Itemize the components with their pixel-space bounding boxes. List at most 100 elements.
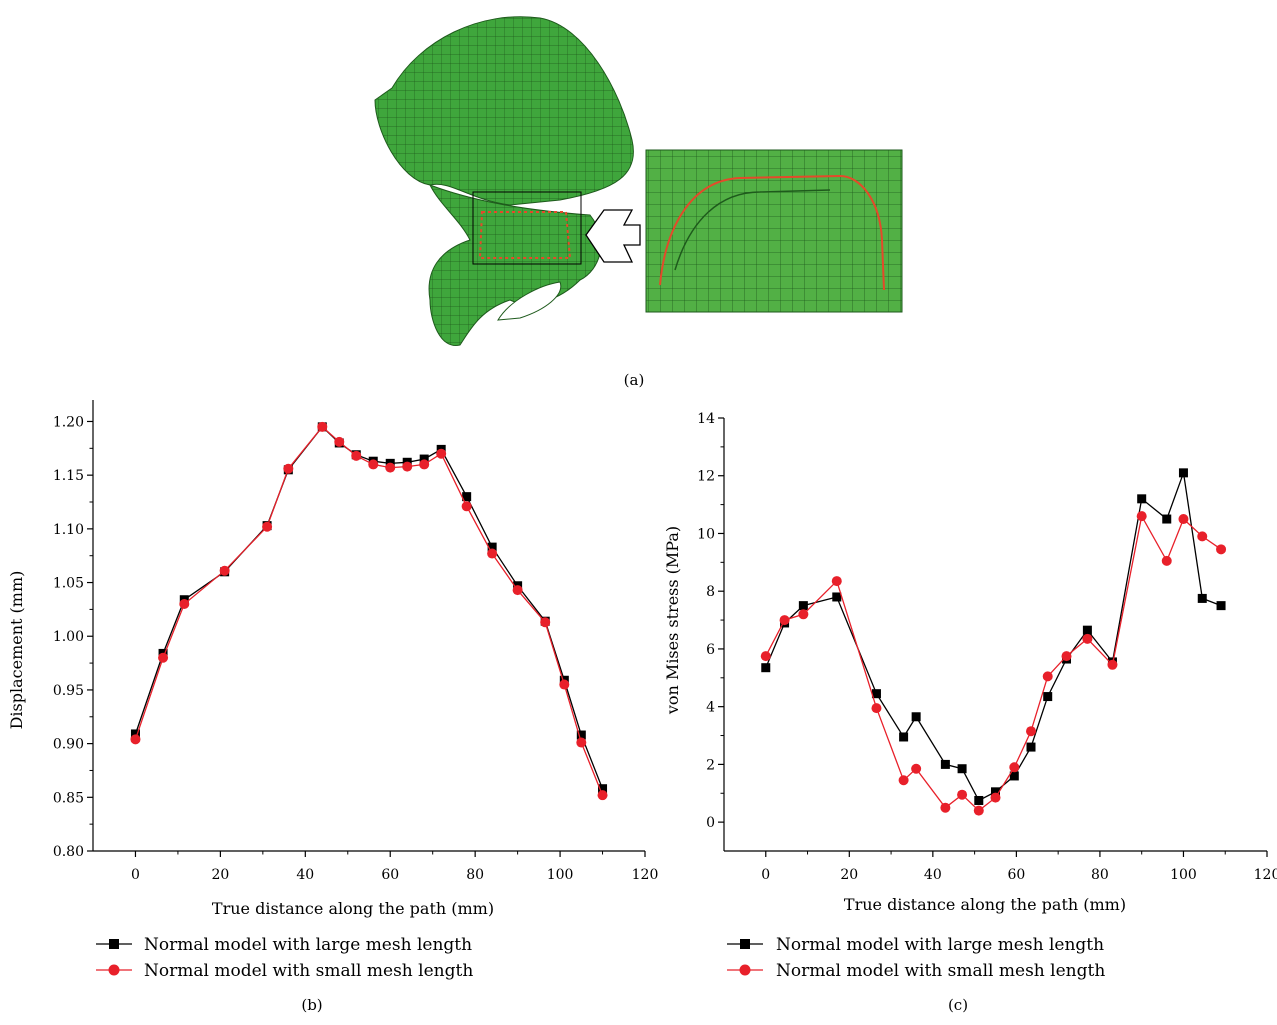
series-line-1 [765,514,1222,812]
data-point [540,617,551,628]
data-point [1009,762,1020,773]
panel-label-c: (c) [948,996,968,1014]
data-point [462,492,472,502]
x-tick-label: 100 [547,867,574,883]
data-point [1136,511,1147,522]
y-tick-label: 1.00 [53,629,84,645]
x-tick-label: 0 [131,867,140,883]
data-point [871,689,881,699]
legend-label-large: Normal model with large mesh length [776,935,1104,955]
y-tick-label: 8 [706,584,715,600]
data-point [317,421,328,432]
y-tick-label: 0.90 [53,737,84,753]
x-tick-label: 40 [924,867,942,883]
data-point [832,592,842,602]
x-axis-label: True distance along the path (mm) [844,895,1126,914]
panel-label-a: (a) [624,371,645,389]
data-point [1026,726,1037,737]
data-point [487,542,497,552]
data-point [130,734,141,745]
legend-marker-small [739,964,751,976]
zoomed-mesh-inset [645,149,903,313]
data-point [419,454,429,464]
x-tick-label: 120 [1254,867,1277,883]
data-point [436,448,447,459]
x-tick-label: 60 [381,867,399,883]
data-point [761,663,771,673]
data-point [991,787,1000,797]
data-point [940,802,951,813]
data-point [1107,659,1118,670]
data-point [262,521,273,532]
data-point [351,450,362,461]
x-tick-label: 0 [761,867,770,883]
y-tick-label: 0.95 [53,683,84,699]
legend: Normal model with large mesh length Norm… [96,935,473,981]
series-line-0 [765,472,1222,802]
data-point [957,764,967,774]
x-tick-label: 60 [1007,867,1025,883]
legend-marker-small [108,964,120,976]
y-tick-label: 1.05 [53,576,84,592]
data-point [1137,494,1147,504]
displacement-chart: 0 20 40 60 80 100 120 0.80 0.85 0.90 0.95 1.00 1.05 1… [7,400,658,1014]
y-tick-label: 14 [697,411,715,427]
y-tick-label: 1.20 [53,414,84,430]
x-tick-label: 20 [211,867,229,883]
y-axis-label: Displacement (mm) [7,571,26,730]
legend-label-small: Normal model with small mesh length [144,961,473,981]
x-tick-label: 20 [840,867,858,883]
data-point [1197,593,1207,603]
y-tick-label: 0 [706,815,715,831]
series-line-1 [134,425,604,796]
data-point [940,759,950,769]
pelvis-mesh-illustration [374,16,634,346]
data-point [779,615,790,626]
panel-label-b: (b) [301,996,322,1014]
y-tick-label: 0.80 [53,844,84,860]
legend-marker-large [740,939,750,949]
data-point [1162,514,1172,524]
legend-label-small: Normal model with small mesh length [776,961,1105,981]
data-point [957,789,968,800]
data-point [911,763,922,774]
data-point [512,585,523,596]
data-point [1061,651,1072,662]
data-point [871,703,882,714]
data-point [974,795,984,805]
data-point [760,651,771,662]
x-tick-label: 40 [296,867,314,883]
x-tick-label: 80 [1091,867,1109,883]
data-point [283,463,294,474]
data-point [219,565,230,576]
data-point [576,730,586,740]
data-point [1042,671,1053,682]
y-tick-label: 0.85 [53,790,84,806]
data-point [597,790,608,801]
data-point [130,729,140,739]
data-point [559,679,570,690]
y-tick-label: 1.10 [53,522,84,538]
data-point [402,461,413,472]
y-tick-label: 1.15 [53,468,84,484]
data-point [1082,625,1092,635]
data-point [1082,633,1093,644]
data-point [1009,771,1019,781]
data-point [1216,544,1227,555]
data-point [1178,514,1189,525]
legend-marker-large [109,939,119,949]
data-point [1178,468,1188,478]
data-point [831,576,842,587]
data-point [898,775,909,786]
data-point [598,784,608,794]
y-tick-label: 12 [697,469,715,485]
legend: Normal model with large mesh length Norm… [727,935,1105,981]
data-point [385,462,396,473]
data-point [487,548,498,559]
data-point [576,737,587,748]
y-tick-label: 2 [706,757,715,773]
data-point [798,601,808,611]
data-point [1043,692,1053,702]
data-point [179,599,190,610]
